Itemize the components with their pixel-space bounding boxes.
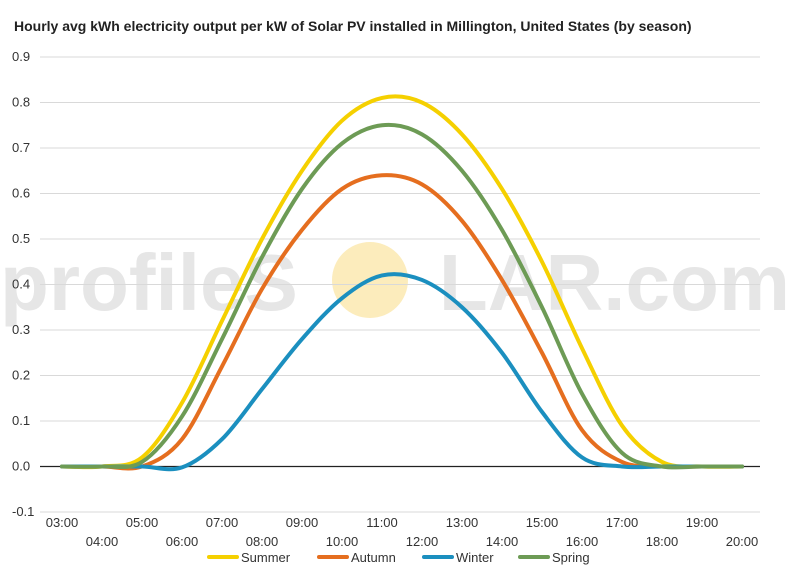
series-line-winter: [60, 272, 744, 472]
x-tick-label: 10:00: [326, 534, 359, 549]
x-tick-label: 09:00: [286, 515, 319, 530]
series-lines: [60, 94, 744, 472]
legend-item-autumn: Autumn: [317, 550, 396, 565]
x-tick-label: 15:00: [526, 515, 559, 530]
x-tick-label: 04:00: [86, 534, 119, 549]
x-tick-label: 19:00: [686, 515, 719, 530]
chart-title: Hourly avg kWh electricity output per kW…: [14, 18, 692, 34]
legend: Summer Autumn Winter Spring: [207, 550, 590, 565]
y-tick-label: 0.6: [12, 186, 30, 201]
legend-label: Summer: [241, 550, 291, 565]
x-tick-label: 17:00: [606, 515, 639, 530]
y-tick-label: 0.2: [12, 368, 30, 383]
legend-item-spring: Spring: [518, 550, 590, 565]
x-axis-labels: 03:00 04:00 05:00 06:00 07:00 08:00 09:00 10:00…: [46, 515, 759, 549]
legend-label: Autumn: [351, 550, 396, 565]
x-tick-label: 08:00: [246, 534, 279, 549]
y-tick-label: 0.5: [12, 231, 30, 246]
x-tick-label: 20:00: [726, 534, 759, 549]
y-tick-label: 0.0: [12, 459, 30, 474]
x-tick-label: 12:00: [406, 534, 439, 549]
x-tick-label: 03:00: [46, 515, 79, 530]
watermark-text-left: profileS: [0, 238, 298, 327]
y-tick-label: 0.3: [12, 322, 30, 337]
watermark: profileS LAR.com: [0, 238, 790, 327]
y-axis-labels: 0.9 0.8 0.7 0.6 0.5 0.4 0.3 0.2 0.1 0.0 -0.1: [12, 49, 34, 519]
series-line-spring: [60, 122, 744, 470]
x-tick-label: 14:00: [486, 534, 519, 549]
watermark-text-right: LAR.com: [439, 238, 790, 327]
x-tick-label: 07:00: [206, 515, 239, 530]
x-tick-label: 05:00: [126, 515, 159, 530]
x-tick-label: 06:00: [166, 534, 199, 549]
legend-label: Winter: [456, 550, 494, 565]
x-tick-label: 18:00: [646, 534, 679, 549]
legend-label: Spring: [552, 550, 590, 565]
x-tick-label: 11:00: [366, 515, 398, 530]
y-tick-label: 0.9: [12, 49, 30, 64]
y-tick-label: -0.1: [12, 504, 34, 519]
y-tick-label: 0.7: [12, 140, 30, 155]
x-tick-label: 13:00: [446, 515, 479, 530]
x-tick-label: 16:00: [566, 534, 599, 549]
legend-item-winter: Winter: [422, 550, 494, 565]
y-tick-label: 0.8: [12, 95, 30, 110]
legend-item-summer: Summer: [207, 550, 291, 565]
series-line-summer: [60, 94, 744, 470]
series-line-autumn: [60, 173, 744, 471]
y-tick-label: 0.4: [12, 277, 30, 292]
y-tick-label: 0.1: [12, 413, 30, 428]
